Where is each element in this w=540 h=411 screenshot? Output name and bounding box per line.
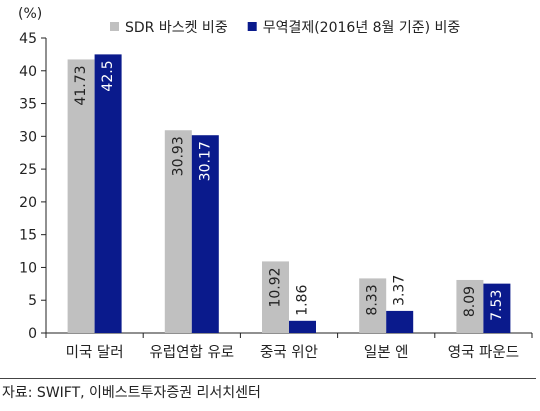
legend-swatch (110, 22, 119, 31)
y-tick-label: 30 (19, 129, 37, 145)
source-note: 자료: SWIFT, 이베스트투자증권 리서치센터 (2, 385, 261, 401)
bar-sdr (67, 59, 95, 333)
y-tick-label: 10 (19, 260, 37, 276)
bar-value-label: 30.93 (170, 136, 186, 176)
bar-trade (386, 310, 414, 333)
x-category-label: 중국 위안 (260, 344, 318, 361)
bar-value-label: 42.5 (100, 60, 116, 91)
bar-sdr (359, 278, 387, 333)
bar-sdr (456, 279, 484, 333)
bar-sdr (262, 261, 289, 333)
bar-value-label: 8.09 (462, 286, 478, 317)
y-tick-label: 35 (19, 97, 37, 113)
bar-sdr (164, 130, 192, 333)
bar-value-label: 1.86 (295, 285, 311, 316)
x-category-label: 영국 파운드 (448, 344, 519, 361)
y-tick-label: 45 (19, 31, 37, 47)
y-tick-label: 20 (19, 195, 37, 211)
bar-trade (483, 283, 511, 333)
y-tick-label: 25 (19, 162, 37, 178)
legend-label: 무역결제(2016년 8월 기준) 비중 (263, 20, 461, 36)
y-axis: 0 5 10 15 20 25 30 35 40 45 (19, 31, 47, 342)
bar-value-label: 7.53 (489, 290, 505, 321)
bar-value-label: 10.92 (268, 267, 284, 307)
bar-value-label: 8.33 (365, 284, 381, 315)
y-tick-label: 15 (19, 228, 37, 244)
bar-value-label: 30.17 (197, 141, 213, 181)
x-axis: 미국 달러 유럽연합 유로 중국 위안 일본 엔 영국 파운드 (45, 332, 533, 361)
bar-trade (94, 54, 122, 334)
bar-value-label: 3.37 (392, 275, 408, 306)
bottom-rule (0, 378, 536, 379)
y-tick-label: 0 (28, 326, 37, 342)
y-axis-unit-label: (%) (18, 6, 42, 22)
x-category-label: 미국 달러 (66, 344, 124, 361)
legend-swatch (247, 22, 257, 31)
bar-trade (289, 320, 316, 333)
bars: 41.73 30.93 10.92 8.33 8.09 42.5 30.17 1.86 3.37… (67, 54, 511, 334)
bar-value-label: 41.73 (73, 65, 89, 105)
bar-chart: (%) SDR 바스켓 비중 무역결제(2016년 8월 기준) 비중 0 5 10 1… (18, 6, 533, 361)
bar-trade (191, 135, 219, 333)
y-tick-label: 5 (28, 293, 37, 309)
legend: SDR 바스켓 비중 무역결제(2016년 8월 기준) 비중 (110, 20, 460, 36)
legend-label: SDR 바스켓 비중 (125, 20, 228, 36)
y-tick-label: 40 (19, 64, 37, 80)
x-category-label: 일본 엔 (364, 344, 409, 361)
x-category-label: 유럽연합 유로 (149, 344, 234, 361)
